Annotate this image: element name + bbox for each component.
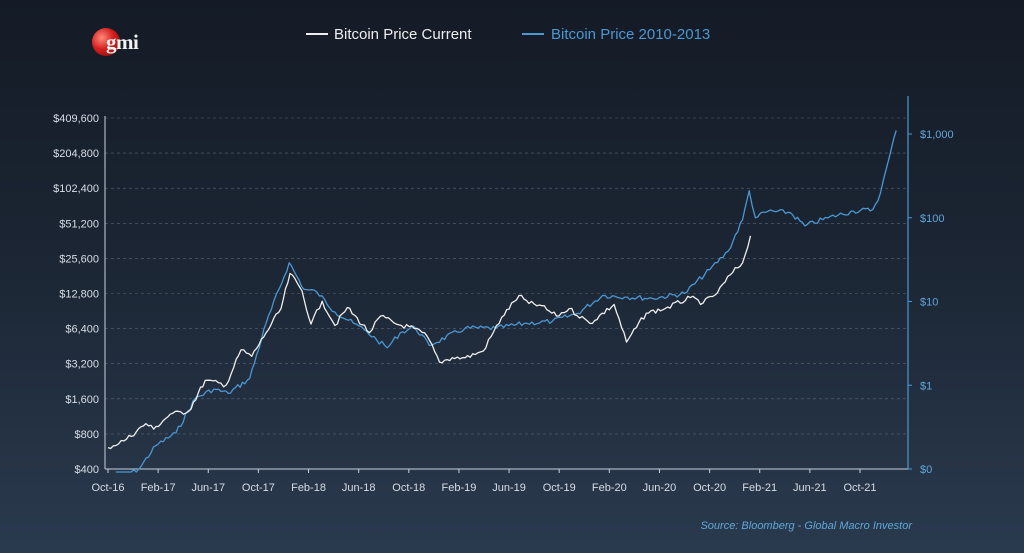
y-right-tick-label: $1	[920, 380, 932, 392]
y-left-tick-label: $25,600	[59, 253, 99, 265]
x-tick-label: Jun-17	[191, 482, 225, 494]
chart-legend: Bitcoin Price Current Bitcoin Price 2010…	[306, 26, 710, 43]
y-left-tick-label: $6,400	[65, 324, 99, 336]
chart-axes: $400 $800 $1,600 $3,200 $6,400 $12,800 $25,600…	[53, 96, 954, 494]
y-left-tick-label: $3,200	[65, 359, 99, 371]
y-right-tick-label: $0	[920, 464, 932, 476]
x-tick-label: Feb-18	[291, 482, 326, 494]
y-left-tick-label: $1,600	[65, 394, 99, 406]
x-tick-label: Oct-16	[91, 482, 124, 494]
x-tick-label: Feb-19	[442, 482, 477, 494]
x-tick-label: Feb-17	[141, 482, 176, 494]
y-left-tick-label: $102,400	[53, 183, 99, 195]
x-tick-label: Jun-21	[793, 482, 827, 494]
x-tick-label: Oct-18	[392, 482, 425, 494]
legend-label-historical: Bitcoin Price 2010-2013	[551, 26, 710, 43]
y-left-tick-label: $51,200	[59, 218, 99, 230]
series-line-current	[107, 235, 752, 450]
x-tick-label: Oct-21	[843, 482, 876, 494]
series-line-historical	[115, 130, 897, 473]
y-left-tick-label: $409,600	[53, 113, 99, 125]
y-right-tick-label: $10	[920, 297, 938, 309]
y-left-tick-label: $400	[75, 464, 99, 476]
y-right-tick-label: $100	[920, 213, 944, 225]
x-tick-label: Feb-20	[592, 482, 627, 494]
y-left-tick-label: $204,800	[53, 148, 99, 160]
y-left-tick-label: $12,800	[59, 289, 99, 301]
x-tick-label: Jun-20	[643, 482, 677, 494]
x-tick-label: Jun-19	[492, 482, 526, 494]
y-right-tick-label: $1,000	[920, 129, 954, 141]
legend-label-current: Bitcoin Price Current	[334, 26, 472, 43]
logo-globe-icon	[92, 28, 120, 56]
x-tick-label: Oct-19	[543, 482, 576, 494]
chart-series	[107, 130, 897, 473]
chart-grid	[105, 117, 908, 435]
source-note: Source: Bloomberg - Global Macro Investo…	[700, 520, 912, 532]
x-tick-label: Jun-18	[342, 482, 376, 494]
gmi-logo: gmi	[92, 26, 162, 58]
logo-text: gmi	[106, 30, 139, 54]
x-tick-label: Oct-20	[693, 482, 726, 494]
y-left-tick-label: $800	[75, 429, 99, 441]
x-tick-label: Feb-21	[742, 482, 777, 494]
x-tick-label: Oct-17	[242, 482, 275, 494]
